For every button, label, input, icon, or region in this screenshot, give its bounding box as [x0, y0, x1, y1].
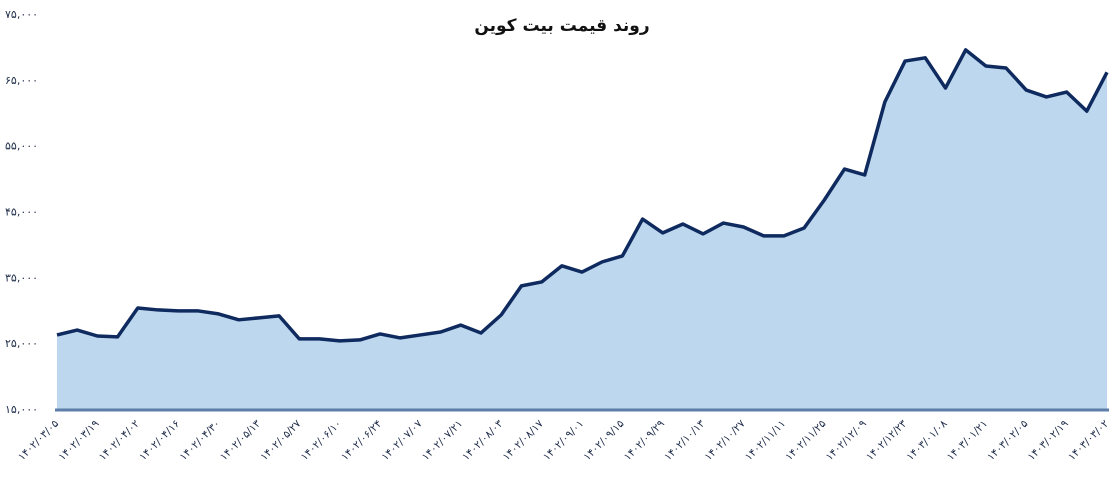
x-tick-label: ۱۴۰۲/۱۱/۲۵ [783, 418, 829, 464]
x-tick-label: ۱۴۰۳/۰۲/۱۹ [1025, 418, 1071, 464]
x-tick-label: ۱۴۰۲/۱۰/۲۷ [702, 418, 748, 464]
area [57, 49, 1107, 411]
x-tick-label: ۱۴۰۲/۰۷/۰۷ [379, 418, 425, 464]
x-tick-label: ۱۴۰۲/۰۸/۰۳ [460, 418, 506, 464]
x-tick-label: ۱۴۰۲/۰۵/۱۳ [218, 418, 264, 464]
x-tick-label: ۱۴۰۲/۱۲/۰۹ [824, 418, 870, 464]
x-tick-label: ۱۴۰۲/۱۱/۱۱ [743, 418, 788, 463]
y-tick-label: ۲۵,۰۰۰ [5, 337, 38, 350]
x-tick-label: ۱۴۰۲/۰۳/۰۵ [16, 418, 62, 464]
y-tick-label: ۱۵,۰۰۰ [5, 403, 38, 416]
x-tick-label: ۱۴۰۲/۱۰/۱۳ [662, 418, 708, 464]
x-tick-label: ۱۴۰۲/۰۹/۲۹ [622, 418, 668, 464]
x-tick-label: ۱۴۰۲/۰۵/۲۷ [258, 418, 304, 464]
x-tick-label: ۱۴۰۲/۰۴/۰۲ [97, 418, 143, 464]
x-tick-label: ۱۴۰۳/۰۲/۰۵ [985, 418, 1031, 464]
chart-title: روند قیمت بیت کوین [474, 16, 649, 36]
x-tick-label: ۱۴۰۳/۰۱/۲۱ [945, 418, 990, 463]
y-tick-label: ۷۵,۰۰۰ [5, 8, 38, 21]
x-tick-label: ۱۴۰۲/۰۴/۱۶ [137, 418, 182, 463]
x-tick-label: ۱۴۰۲/۰۶/۲۴ [339, 418, 384, 463]
x-tick-label: ۱۴۰۲/۰۳/۱۹ [56, 418, 102, 464]
y-tick-label: ۳۵,۰۰۰ [5, 271, 38, 284]
x-tick-label: ۱۴۰۲/۰۷/۲۱ [420, 418, 465, 463]
x-tick-label: ۱۴۰۲/۰۹/۰۱ [541, 418, 586, 463]
x-tick-label: ۱۴۰۳/۰۱/۰۸ [904, 418, 950, 464]
x-tick-label: ۱۴۰۲/۰۶/۱۰ [299, 418, 344, 463]
x-tick-label: ۱۴۰۲/۰۴/۳۰ [177, 418, 222, 463]
x-tick-label: ۱۴۰۲/۰۸/۱۷ [500, 418, 546, 464]
y-tick-label: ۶۵,۰۰۰ [5, 74, 38, 87]
line [56, 48, 1109, 343]
x-tick-label: ۱۴۰۲/۰۹/۱۵ [581, 418, 627, 464]
y-tick-label: ۴۵,۰۰۰ [5, 206, 38, 219]
x-tick-label: ۱۴۰۲/۱۲/۲۳ [864, 418, 910, 464]
y-tick-label: ۵۵,۰۰۰ [5, 140, 38, 153]
x-tick-label: ۱۴۰۳/۰۳/۰۲ [1066, 418, 1110, 464]
